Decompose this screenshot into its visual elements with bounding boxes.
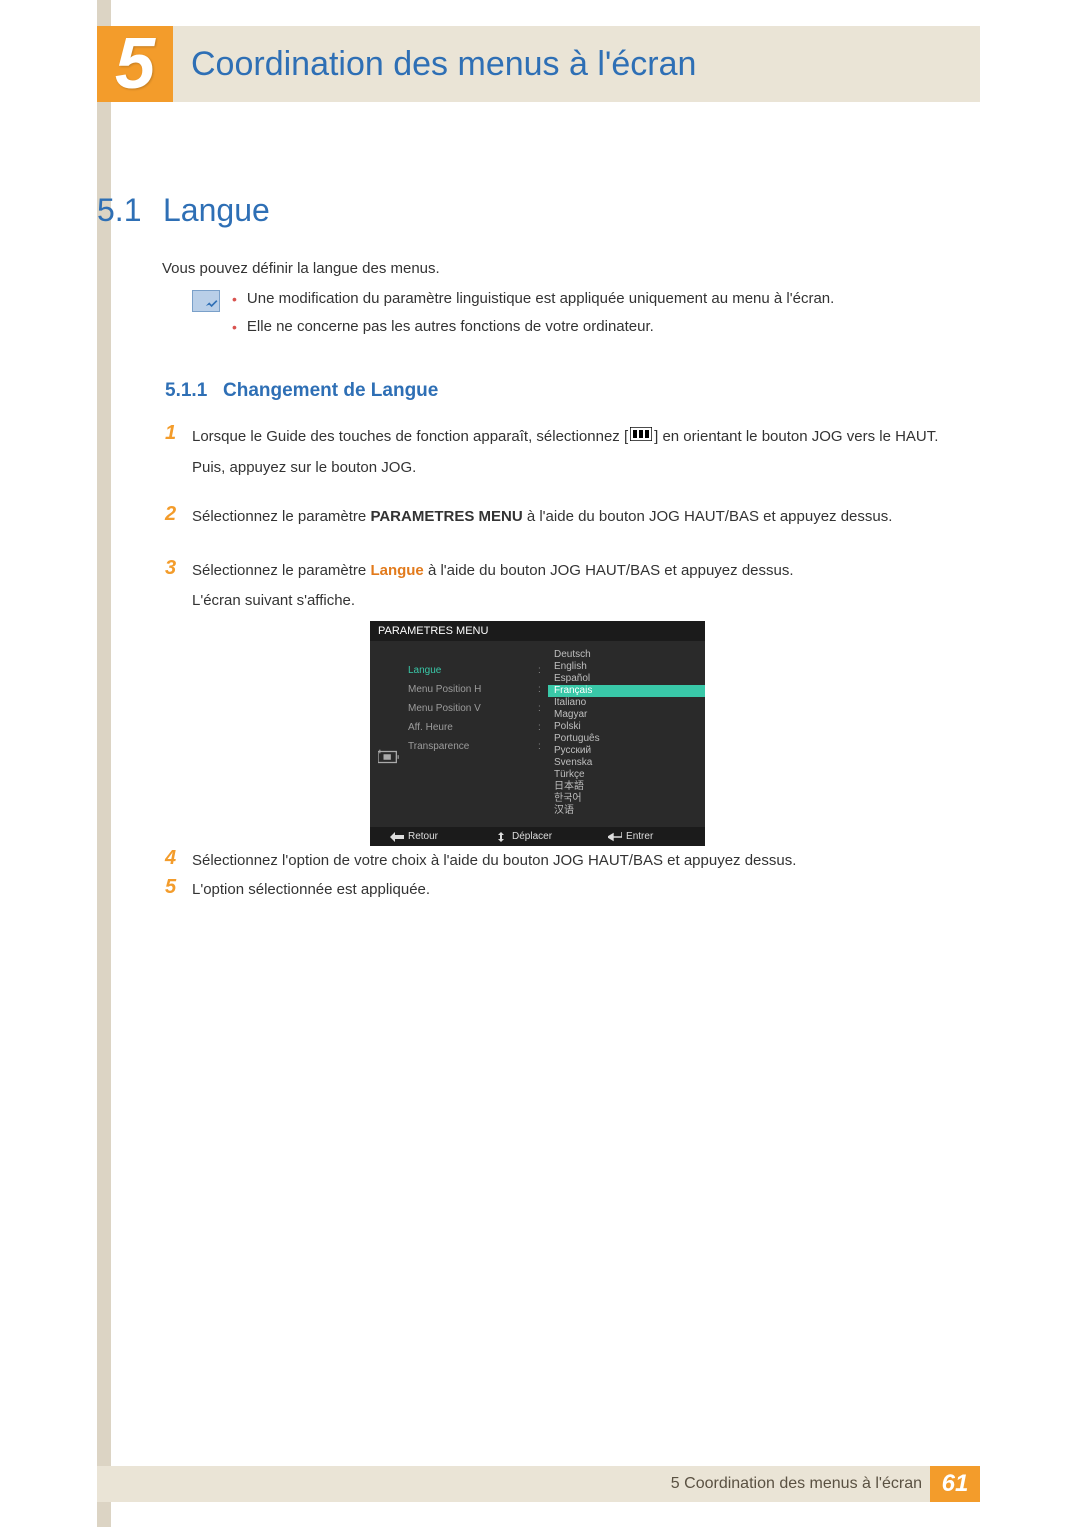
osd-lang-de[interactable]: Deutsch — [548, 649, 705, 661]
step-4-num: 4 — [165, 847, 176, 870]
step-3b: Langue — [370, 562, 423, 579]
osd-lang-es[interactable]: Español — [548, 673, 705, 685]
note-icon — [192, 290, 220, 312]
step-4-text: Sélectionnez l'option de votre choix à l… — [192, 849, 972, 873]
chapter-title: Coordination des menus à l'écran — [191, 45, 696, 84]
osd-menu-transp[interactable]: Transparence — [408, 737, 538, 756]
osd-lang-en[interactable]: English — [548, 661, 705, 673]
step-2a: Sélectionnez le paramètre — [192, 508, 370, 525]
section-title: Langue — [163, 192, 270, 229]
chapter-number: 5 — [115, 28, 155, 100]
osd-enter-label: Entrer — [626, 831, 653, 842]
section-number: 5.1 — [97, 192, 141, 229]
page-footer: 5 Coordination des menus à l'écran 61 — [97, 1466, 980, 1502]
osd-menu-list: Langue Menu Position H Menu Position V A… — [408, 647, 538, 817]
page-number: 61 — [942, 1470, 969, 1498]
page-number-box: 61 — [930, 1466, 980, 1502]
menu-icon — [628, 424, 654, 450]
osd-footer: Retour Déplacer Entrer — [370, 827, 705, 846]
subsection-number: 5.1.1 — [165, 380, 207, 402]
osd-lang-list: Deutsch English Español Français Italian… — [548, 647, 705, 817]
osd-lang-zh[interactable]: 汉语 — [548, 805, 705, 817]
subsection-title: Changement de Langue — [223, 380, 438, 402]
osd-lang-fr[interactable]: Français — [548, 685, 705, 697]
step-3a: Sélectionnez le paramètre — [192, 562, 370, 579]
osd-menu-hpos[interactable]: Menu Position H — [408, 680, 538, 699]
left-strip — [97, 0, 111, 1527]
step-2c: à l'aide du bouton JOG HAUT/BAS et appuy… — [523, 508, 893, 525]
osd-back-label: Retour — [408, 831, 438, 842]
osd-menu-langue[interactable]: Langue — [408, 661, 538, 680]
step-5-text: L'option sélectionnée est appliquée. — [192, 878, 972, 902]
chapter-header: 5 Coordination des menus à l'écran — [97, 26, 980, 102]
osd-lang-pt[interactable]: Português — [548, 733, 705, 745]
osd-side-icon — [370, 647, 408, 817]
osd-lang-ko[interactable]: 한국어 — [548, 793, 705, 805]
step-1b: ] en orientant le bouton JOG vers le HAU… — [654, 428, 938, 445]
step-1-num: 1 — [165, 422, 176, 445]
osd-lang-ru[interactable]: Русский — [548, 745, 705, 757]
osd-title: PARAMETRES MENU — [370, 621, 705, 641]
osd-panel: PARAMETRES MENU Langue Menu Position H M… — [370, 621, 705, 846]
step-1a: Lorsque le Guide des touches de fonction… — [192, 428, 628, 445]
chapter-number-box: 5 — [97, 26, 173, 102]
bullet-dot-icon: • — [232, 290, 237, 310]
footer-text: 5 Coordination des menus à l'écran — [671, 1475, 922, 1493]
step-5-num: 5 — [165, 876, 176, 899]
osd-menu-vpos[interactable]: Menu Position V — [408, 699, 538, 718]
osd-colons: ::::: — [538, 647, 548, 817]
step-2-num: 2 — [165, 503, 176, 526]
osd-lang-sv[interactable]: Svenska — [548, 757, 705, 769]
step-3c: à l'aide du bouton JOG HAUT/BAS et appuy… — [424, 562, 794, 579]
step-2-text: Sélectionnez le paramètre PARAMETRES MEN… — [192, 505, 972, 529]
note-1: • Une modification du paramètre linguist… — [232, 290, 834, 310]
osd-move-label: Déplacer — [512, 831, 552, 842]
osd-move: Déplacer — [494, 831, 552, 842]
osd-lang-it[interactable]: Italiano — [548, 697, 705, 709]
osd-enter: Entrer — [608, 831, 653, 842]
osd-back: Retour — [390, 831, 438, 842]
osd-menu-time[interactable]: Aff. Heure — [408, 718, 538, 737]
step-3-text: Sélectionnez le paramètre Langue à l'aid… — [192, 559, 972, 613]
osd-lang-pl[interactable]: Polski — [548, 721, 705, 733]
note-2-text: Elle ne concerne pas les autres fonction… — [247, 318, 654, 338]
osd-lang-ja[interactable]: 日本語 — [548, 781, 705, 793]
step-3-num: 3 — [165, 557, 176, 580]
step-3d: L'écran suivant s'affiche. — [192, 592, 355, 609]
osd-lang-hu[interactable]: Magyar — [548, 709, 705, 721]
osd-body: Langue Menu Position H Menu Position V A… — [370, 641, 705, 827]
osd-lang-tr[interactable]: Türkçe — [548, 769, 705, 781]
intro-text: Vous pouvez définir la langue des menus. — [162, 258, 440, 281]
bullet-dot-icon: • — [232, 318, 237, 338]
step-1c: Puis, appuyez sur le bouton JOG. — [192, 459, 416, 476]
step-2b: PARAMETRES MENU — [370, 508, 522, 525]
step-1-text: Lorsque le Guide des touches de fonction… — [192, 424, 972, 480]
note-2: • Elle ne concerne pas les autres foncti… — [232, 318, 654, 338]
note-1-text: Une modification du paramètre linguistiq… — [247, 290, 834, 310]
